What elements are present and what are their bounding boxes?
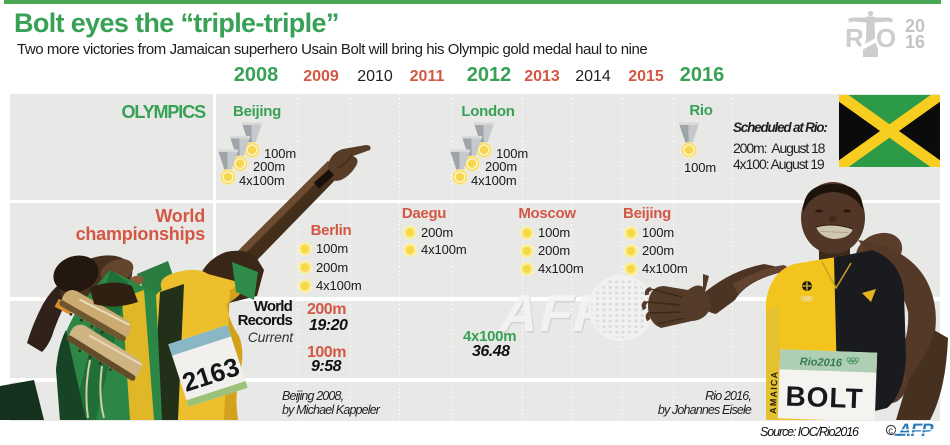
svg-text:20: 20 bbox=[905, 16, 925, 36]
svg-text:16: 16 bbox=[905, 32, 925, 52]
svg-text:AMAICA: AMAICA bbox=[768, 371, 780, 415]
svg-text:Rio2016: Rio2016 bbox=[800, 356, 843, 369]
svg-text:R: R bbox=[845, 23, 864, 53]
svg-text:O: O bbox=[876, 23, 896, 53]
svg-text:BOLT: BOLT bbox=[785, 381, 868, 415]
svg-text:c: c bbox=[888, 426, 893, 437]
